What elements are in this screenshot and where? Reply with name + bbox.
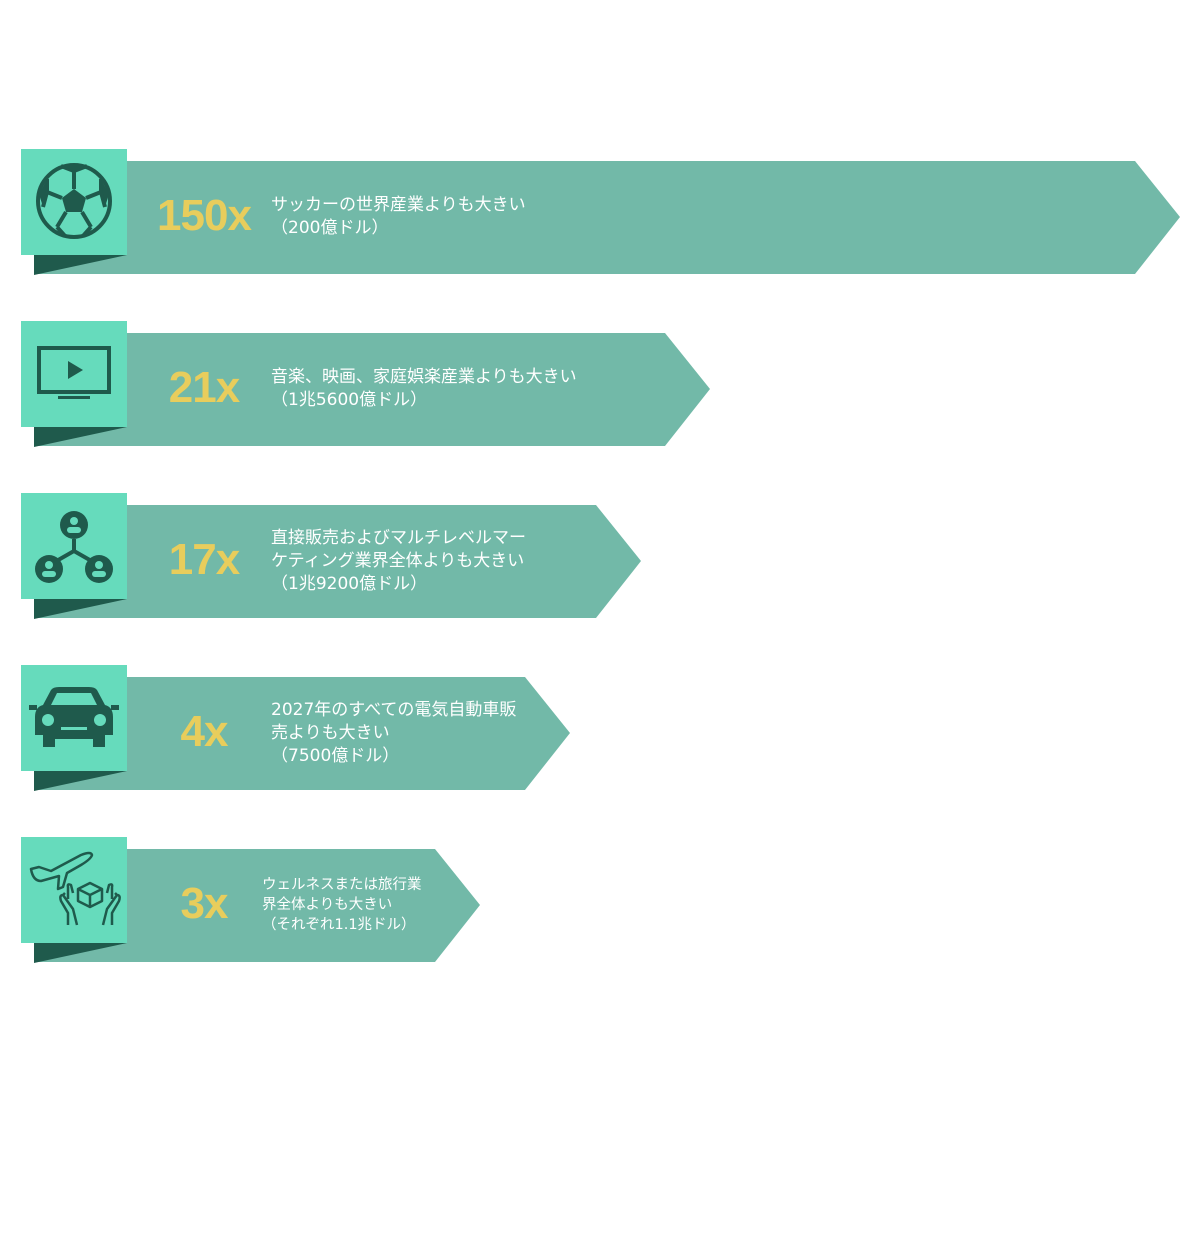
arrow-bar [34,677,570,791]
row-network-people: 17x 直接販売およびマルチレベルマー ケティング業界全体よりも大きい （1兆920… [0,493,1180,623]
description-line: ケティング業界全体よりも大きい [271,550,525,571]
fold-shadow [34,255,127,275]
description: ウェルネスまたは旅行業 界全体よりも大きい （それぞれ1.1兆ドル） [262,875,422,935]
fold-shadow [34,771,127,791]
arrow-bar-shape [34,161,1180,274]
arrow-bar-shape [34,677,570,790]
fold-shadow [34,943,127,963]
icon-box [21,321,127,427]
arrow-bar-shape [34,505,641,618]
description-line: （200億ドル） [271,218,389,238]
multiplier: 3x [180,879,229,928]
row-plane-package-hands: 3x ウェルネスまたは旅行業 界全体よりも大きい （それぞれ1.1兆ドル） [0,837,1180,967]
description-line: 直接販売およびマルチレベルマー [271,527,526,548]
car-icon [29,687,119,747]
row-tv-play: 21x 音楽、映画、家庭娯楽産業よりも大きい （1兆5600億ドル） [0,321,1180,451]
icon-box [21,493,127,599]
description: 直接販売およびマルチレベルマー ケティング業界全体よりも大きい （1兆9200億ドル… [271,527,526,596]
description-line: （1兆5600億ドル） [271,390,428,410]
description: 2027年のすべての電気自動車販 売よりも大きい （7500億ドル） [271,699,516,768]
fold-shadow [34,599,127,619]
arrow-bar [34,161,1180,275]
icon-box [21,665,127,771]
description-line: （1兆9200億ドル） [271,573,428,594]
description-line: 2027年のすべての電気自動車販 [271,699,517,720]
arrow-bar [34,849,480,963]
icon-box [21,149,127,255]
arrow-bar [34,333,710,447]
multiplier: 21x [168,363,240,412]
description-line: （それぞれ1.1兆ドル） [262,917,416,933]
description-line: （7500億ドル） [271,745,400,766]
description-line: 売よりも大きい [271,722,390,743]
multiplier: 17x [168,535,240,584]
plane-package-hands-icon [29,851,121,926]
row-soccer-ball: 150x サッカーの世界産業よりも大きい （200億ドル） [0,149,1180,279]
arrow-bar-shape [34,333,710,446]
description-line: ウェルネスまたは旅行業 [262,877,422,893]
description: サッカーの世界産業よりも大きい （200億ドル） [271,194,526,240]
multiplier: 150x [157,191,252,240]
arrow-bar [34,505,641,619]
description-line: 音楽、映画、家庭娯楽産業よりも大きい [271,367,577,387]
description: 音楽、映画、家庭娯楽産業よりも大きい （1兆5600億ドル） [271,366,577,412]
description-line: 界全体よりも大きい [262,897,393,913]
multiplier: 4x [180,707,229,756]
arrow-bar-shape [34,849,480,962]
tv-play-icon [37,346,111,399]
icon-box [21,837,127,943]
row-car: 4x 2027年のすべての電気自動車販 売よりも大きい （7500億ドル） [0,665,1180,795]
soccer-ball-icon [36,163,112,239]
fold-shadow [34,427,127,447]
network-people-icon [35,511,113,583]
description-line: サッカーの世界産業よりも大きい [271,195,526,215]
